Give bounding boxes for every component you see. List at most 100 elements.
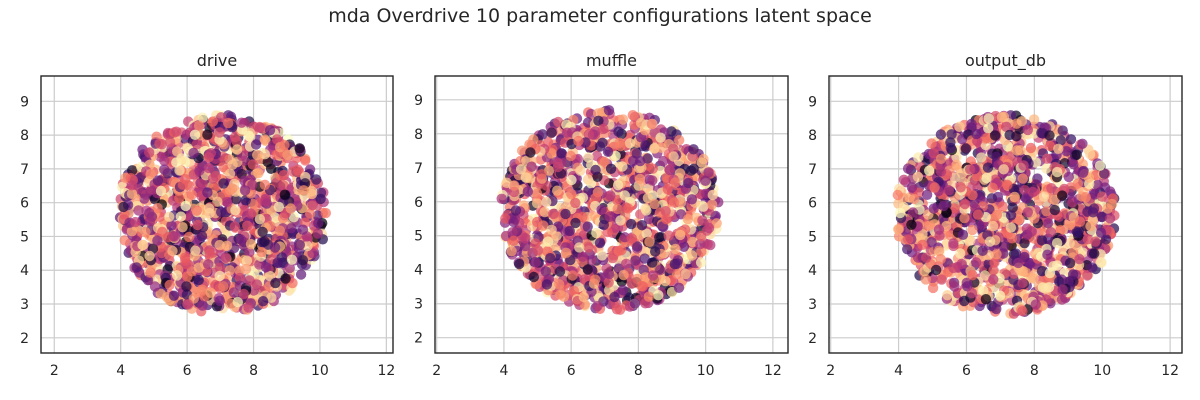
- data-point: [649, 198, 660, 210]
- data-point: [546, 224, 557, 235]
- data-point: [280, 273, 291, 284]
- y-tick-label: 4: [414, 263, 423, 279]
- data-point: [984, 236, 996, 247]
- data-point: [967, 189, 978, 201]
- data-point: [193, 274, 204, 286]
- data-point: [567, 270, 578, 281]
- data-point: [276, 252, 287, 263]
- data-point: [1057, 284, 1068, 295]
- y-tick-label: 8: [808, 128, 817, 144]
- data-point: [635, 155, 646, 167]
- data-point: [257, 226, 268, 238]
- data-point: [700, 175, 711, 186]
- data-point: [145, 168, 156, 180]
- data-point: [703, 222, 715, 234]
- data-point: [259, 236, 270, 247]
- data-point: [960, 143, 972, 154]
- data-point: [647, 270, 659, 281]
- data-point: [647, 175, 658, 186]
- y-tick-label: 9: [808, 94, 817, 110]
- data-point: [1042, 218, 1054, 229]
- data-point: [672, 258, 683, 269]
- y-tick-label: 7: [20, 162, 29, 178]
- data-point: [623, 203, 634, 214]
- data-point: [902, 163, 914, 174]
- data-point: [967, 270, 978, 281]
- y-tick-label: 6: [20, 196, 29, 212]
- data-point: [624, 138, 636, 149]
- data-point: [304, 208, 316, 219]
- data-point: [241, 255, 253, 266]
- data-point: [536, 169, 547, 180]
- data-point: [204, 248, 215, 259]
- data-point: [664, 164, 675, 176]
- data-point: [167, 245, 178, 257]
- data-point: [983, 113, 994, 124]
- data-point: [646, 118, 657, 130]
- data-point: [1026, 226, 1037, 237]
- data-point: [936, 274, 947, 285]
- data-point: [130, 216, 141, 228]
- data-point: [657, 155, 669, 167]
- data-point: [1015, 145, 1026, 156]
- data-point: [298, 185, 309, 196]
- data-point: [698, 201, 709, 212]
- data-point: [902, 244, 913, 255]
- data-point: [259, 179, 271, 190]
- x-tick-label: 8: [1030, 363, 1039, 379]
- data-point: [575, 165, 586, 176]
- data-point: [259, 134, 270, 145]
- data-point: [315, 193, 326, 205]
- data-point: [218, 161, 229, 173]
- data-point: [928, 148, 939, 159]
- data-point: [660, 206, 671, 217]
- data-point: [610, 150, 621, 162]
- data-point: [197, 300, 208, 311]
- data-point: [152, 175, 164, 186]
- data-point: [560, 208, 571, 220]
- data-point: [594, 237, 606, 249]
- data-point: [1028, 273, 1039, 284]
- data-point: [194, 165, 205, 176]
- data-point: [920, 274, 931, 285]
- data-point: [583, 129, 595, 140]
- data-point: [311, 174, 322, 185]
- data-point: [1049, 194, 1060, 205]
- data-point: [1017, 306, 1028, 317]
- data-point: [1025, 142, 1037, 154]
- data-point: [987, 220, 999, 232]
- data-point: [965, 235, 976, 246]
- data-point: [680, 268, 691, 280]
- data-point: [530, 257, 541, 268]
- data-point: [506, 246, 517, 257]
- data-point: [515, 164, 527, 175]
- data-point: [251, 279, 263, 290]
- data-point: [605, 190, 616, 201]
- data-point: [542, 236, 554, 247]
- data-point: [545, 253, 556, 264]
- data-point: [279, 189, 290, 200]
- data-point: [662, 184, 673, 195]
- data-point: [259, 149, 271, 160]
- data-point: [1018, 160, 1029, 171]
- data-point: [1057, 125, 1068, 136]
- data-point: [294, 239, 305, 251]
- data-point: [603, 277, 614, 288]
- data-point: [919, 266, 930, 277]
- data-point: [145, 267, 156, 278]
- y-tick-label: 2: [808, 331, 817, 347]
- data-point: [164, 211, 175, 222]
- data-point: [294, 143, 305, 154]
- data-point: [157, 226, 168, 238]
- data-point: [582, 174, 594, 185]
- data-point: [514, 258, 525, 270]
- data-point: [510, 205, 522, 216]
- data-point: [254, 122, 265, 133]
- data-point: [616, 245, 627, 256]
- data-point: [989, 257, 1000, 268]
- x-tick-label: 10: [697, 363, 715, 379]
- data-point: [1092, 179, 1103, 191]
- data-point: [1074, 254, 1085, 265]
- data-point: [568, 285, 580, 296]
